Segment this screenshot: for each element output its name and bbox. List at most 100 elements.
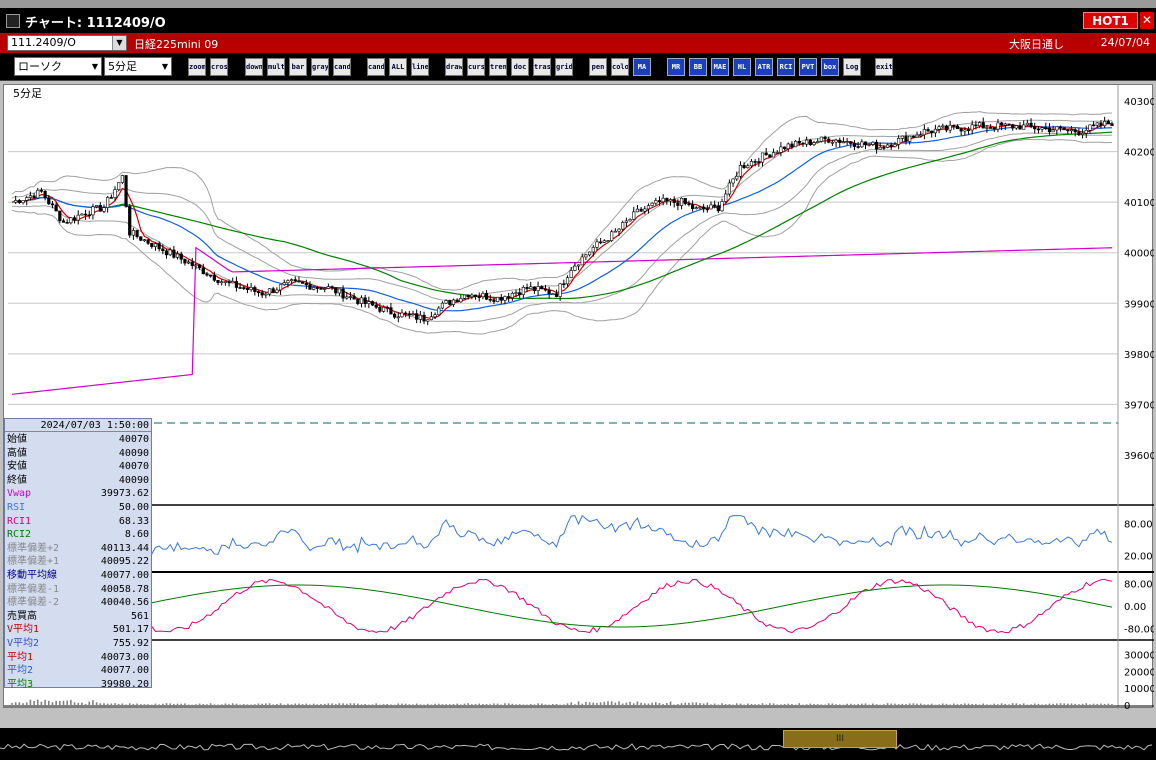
candle-body <box>716 205 720 212</box>
toolbar-gray-button[interactable]: gray <box>311 58 329 76</box>
rci-tick-label: 80.00 <box>1124 580 1153 591</box>
price-tick-label: 39800 <box>1124 350 1154 361</box>
price-tick-label: 39700 <box>1124 400 1154 411</box>
toolbar-log-button[interactable]: Log <box>843 58 861 76</box>
candle-body <box>959 128 963 132</box>
toolbar-mae-button[interactable]: MAE <box>711 58 729 76</box>
toolbar-zoom-button[interactable]: zoom <box>188 58 206 76</box>
candle-body <box>786 143 790 149</box>
candle-body <box>1066 129 1070 132</box>
toolbar-box-button[interactable]: box <box>821 58 839 76</box>
candle-body <box>856 146 860 148</box>
candle-body <box>904 135 908 142</box>
candle-body <box>128 206 132 236</box>
info-label: 売買高 <box>7 610 37 622</box>
toolbar-cross-button[interactable]: cross <box>210 58 228 76</box>
candle-body <box>683 198 687 204</box>
candle-body <box>805 139 809 145</box>
info-label: V平均2 <box>7 638 40 649</box>
candle-body <box>175 253 180 258</box>
toolbar-draw-button[interactable]: draw <box>445 58 463 76</box>
candle-body <box>124 175 128 207</box>
candle-body <box>150 243 154 247</box>
info-label: RSI <box>7 502 26 513</box>
candle-body <box>665 197 669 202</box>
candle-body <box>352 296 356 300</box>
candle-body <box>72 217 77 221</box>
candle-body <box>863 141 868 146</box>
info-row: 移動平均線 40077.00 <box>5 569 151 582</box>
toolbar-bar-button[interactable]: bar <box>289 58 307 76</box>
vwap-line <box>11 246 1113 395</box>
info-value: 40070 <box>118 434 149 445</box>
toolbar-bb-button[interactable]: BB <box>689 58 707 76</box>
toolbar-grid-button[interactable]: grid <box>555 58 573 76</box>
candle-body <box>812 142 816 145</box>
price-tick-label: 39900 <box>1124 299 1154 310</box>
toolbar-color-button[interactable]: color <box>611 58 629 76</box>
rsi-tick-label: 80.00 <box>1124 520 1153 531</box>
session-date: 24/07/04 <box>1100 36 1150 49</box>
interval-select[interactable]: 5分足 ▼ <box>104 57 172 76</box>
candle-body <box>348 296 353 298</box>
candle-body <box>768 154 772 158</box>
toolbar-rci-button[interactable]: RCI <box>777 58 795 76</box>
toolbar-mult-button[interactable]: mult <box>267 58 285 76</box>
toolbar-down-button[interactable]: down <box>245 58 263 76</box>
chart-canvas[interactable]: 40300 40200 40100 40000 39900 39800 39700 39600… <box>4 85 1154 709</box>
candle-body <box>473 294 478 297</box>
info-value: 40073.00 <box>100 651 149 663</box>
info-value: 40095.22 <box>100 556 149 568</box>
instrument-name: 日経225mini 09 <box>134 38 219 51</box>
toolbar-cand1-button[interactable]: cand1 <box>333 58 351 76</box>
price-tick-label: 40300 <box>1124 97 1154 108</box>
toolbar-all-button[interactable]: ALL <box>389 58 407 76</box>
candle-body <box>617 228 621 232</box>
candle-body <box>271 288 275 293</box>
candle-body <box>518 292 522 295</box>
toolbar-hl-button[interactable]: HL <box>733 58 751 76</box>
toolbar-pvt-button[interactable]: PVT <box>799 58 817 76</box>
candle-body <box>282 282 286 285</box>
toolbar-doc-button[interactable]: doc <box>511 58 529 76</box>
symbol-select[interactable]: 111.2409/O ▼ <box>7 35 127 51</box>
chart-type-select[interactable]: ローソク ▼ <box>14 57 102 76</box>
candle-body <box>782 146 787 149</box>
chart-type-value: ローソク <box>18 60 62 73</box>
info-label: RCI1 <box>7 515 32 527</box>
toolbar-trash-button[interactable]: trash <box>533 58 551 76</box>
info-row: 標準偏差-2 40040.56 <box>5 596 151 609</box>
candle-body <box>779 146 783 153</box>
info-row: 標準偏差+2 40113.44 <box>5 542 151 555</box>
candle-body <box>209 274 213 277</box>
toolbar-atr-button[interactable]: ATR <box>755 58 773 76</box>
toolbar-exit-button[interactable]: exit <box>875 58 893 76</box>
candle-body <box>720 201 724 212</box>
toolbar-pen-button[interactable]: pen <box>589 58 607 76</box>
toolbar-cand2-button[interactable]: cand2 <box>367 58 385 76</box>
candle-body <box>573 265 577 271</box>
candle-body <box>966 129 971 132</box>
info-row: V平均1 501.17 <box>5 623 151 636</box>
info-row: 平均2 40077.00 <box>5 664 151 677</box>
candle-body <box>860 141 864 148</box>
candle-body <box>635 208 640 213</box>
toolbar-mr-button[interactable]: MR <box>667 58 685 76</box>
toolbar-cursor-button[interactable]: cursor <box>467 58 485 76</box>
candle-body <box>551 293 555 295</box>
bollinger-band-line <box>11 119 1113 301</box>
hot-badge[interactable]: HOT1 <box>1083 12 1138 29</box>
chevron-down-icon[interactable]: ▼ <box>112 36 126 50</box>
toolbar-line-button[interactable]: line <box>411 58 429 76</box>
candle-body <box>775 152 779 154</box>
info-label: 標準偏差+1 <box>7 556 60 568</box>
scroll-thumb[interactable]: III <box>783 730 897 748</box>
candle-body <box>897 138 901 145</box>
close-button[interactable]: ✕ <box>1140 12 1154 29</box>
toolbar-ma-button[interactable]: MA <box>633 58 651 76</box>
chart-area[interactable]: 40300 40200 40100 40000 39900 39800 39700 39600… <box>3 84 1154 709</box>
time-scrollbar[interactable]: III <box>0 728 1156 760</box>
info-label: 平均1 <box>7 651 34 663</box>
symbol-value: 111.2409/O <box>11 36 76 49</box>
